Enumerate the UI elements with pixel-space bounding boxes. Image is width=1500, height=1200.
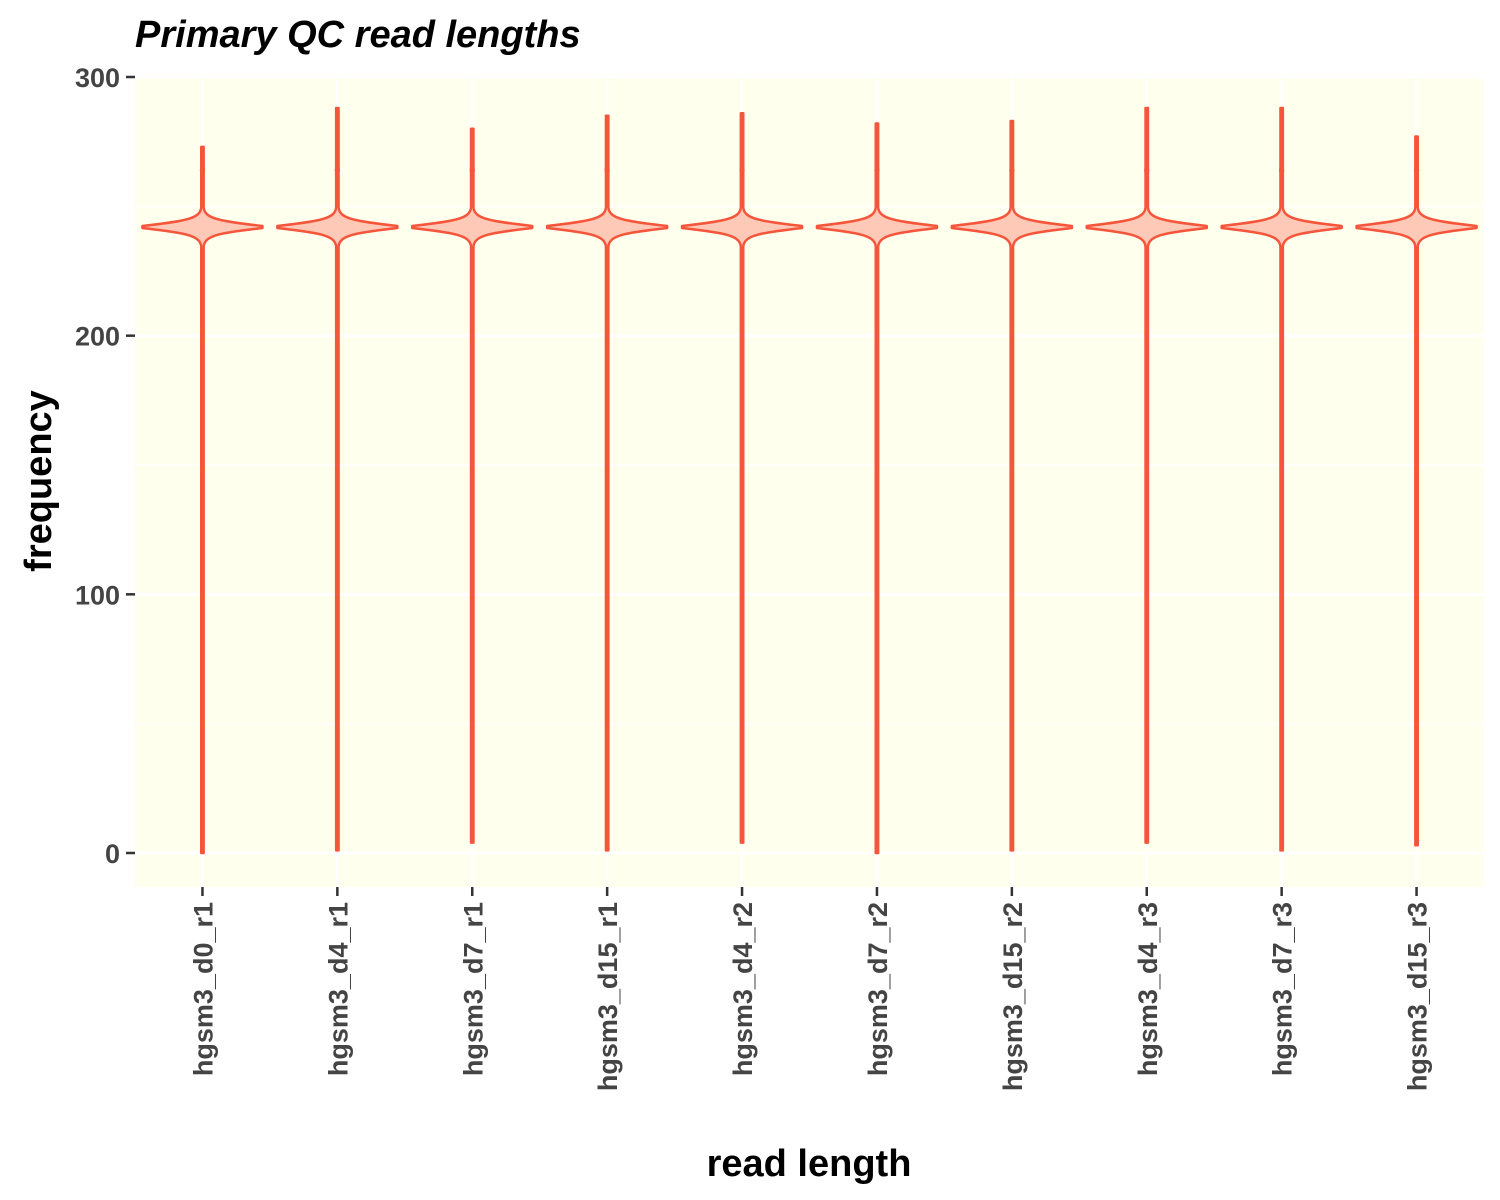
x-tick-label: hgsm3_d4_r2 bbox=[728, 902, 758, 1076]
plot-panel bbox=[135, 75, 1484, 887]
y-tick-label: 100 bbox=[75, 580, 120, 610]
x-tick-label: hgsm3_d4_r3 bbox=[1133, 902, 1163, 1076]
violin-bump-hgsm3_d4_r1 bbox=[334, 165, 340, 176]
x-tick-label: hgsm3_d15_r2 bbox=[998, 902, 1028, 1091]
violin-bump-hgsm3_d15_r2 bbox=[1009, 165, 1015, 176]
chart-title: Primary QC read lengths bbox=[135, 14, 581, 56]
violin-hgsm3_d4_r3 bbox=[1085, 106, 1208, 844]
y-tick-label: 300 bbox=[75, 63, 120, 93]
y-axis-title: frequency bbox=[18, 390, 60, 572]
violin-hgsm3_d15_r3 bbox=[1355, 135, 1478, 847]
violins bbox=[141, 106, 1478, 855]
y-tick-label: 0 bbox=[105, 839, 120, 869]
x-tick-label: hgsm3_d4_r1 bbox=[323, 902, 353, 1076]
x-tick-label: hgsm3_d7_r2 bbox=[863, 902, 893, 1076]
violin-hgsm3_d7_r1 bbox=[411, 127, 534, 844]
violin-hgsm3_d7_r3 bbox=[1220, 106, 1343, 852]
violin-bump-hgsm3_d0_r1 bbox=[199, 165, 206, 176]
violin-hgsm3_d15_r1 bbox=[545, 114, 669, 852]
violin-hgsm3_d15_r2 bbox=[950, 119, 1074, 852]
violin-bump-hgsm3_d7_r3 bbox=[1279, 165, 1285, 176]
y-axis: 0 100 200 300 bbox=[75, 63, 135, 869]
violin-bump-hgsm3_d7_r1 bbox=[469, 165, 475, 176]
violin-hgsm3_d4_r1 bbox=[276, 106, 399, 852]
x-tick-label: hgsm3_d0_r1 bbox=[188, 902, 218, 1076]
x-tick-label: hgsm3_d7_r3 bbox=[1268, 902, 1298, 1076]
x-axis: hgsm3_d0_r1 hgsm3_d4_r1 hgsm3_d7_r1 hgsm3_d… bbox=[188, 887, 1433, 1091]
violin-bump-hgsm3_d7_r2 bbox=[874, 165, 880, 176]
x-tick-label: hgsm3_d7_r1 bbox=[458, 902, 488, 1076]
x-tick-label: hgsm3_d15_r1 bbox=[593, 902, 623, 1091]
violin-bump-hgsm3_d4_r2 bbox=[739, 165, 745, 176]
violin-bump-hgsm3_d15_r3 bbox=[1413, 165, 1420, 176]
violin-hgsm3_d4_r2 bbox=[680, 111, 804, 844]
x-axis-title: read length bbox=[707, 1143, 912, 1185]
violin-hgsm3_d0_r1 bbox=[141, 145, 264, 855]
x-tick-label: hgsm3_d15_r3 bbox=[1403, 902, 1433, 1091]
violin-hgsm3_d7_r2 bbox=[815, 122, 939, 855]
y-tick-label: 200 bbox=[75, 322, 120, 352]
violin-bump-hgsm3_d15_r1 bbox=[604, 165, 610, 176]
violin-bump-hgsm3_d4_r3 bbox=[1144, 165, 1150, 176]
